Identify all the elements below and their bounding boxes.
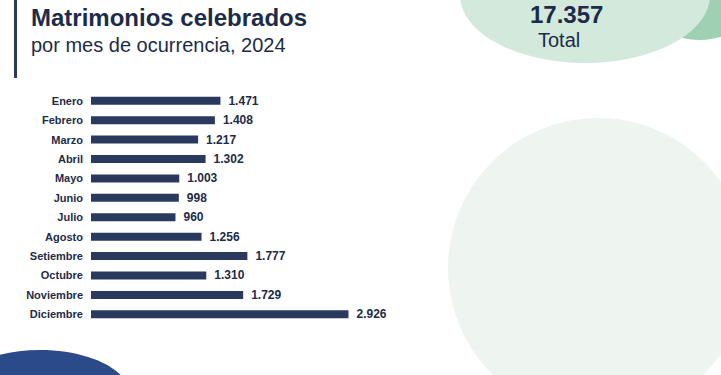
svg-text:17.357: 17.357 [530,1,603,28]
svg-text:Noviembre: Noviembre [26,289,83,301]
svg-text:1.310: 1.310 [214,268,244,282]
svg-text:1.408: 1.408 [223,113,253,127]
svg-text:Junio: Junio [54,192,84,204]
svg-text:998: 998 [187,191,207,205]
svg-text:1.729: 1.729 [251,288,281,302]
svg-text:1.217: 1.217 [206,133,236,147]
svg-text:por mes de ocurrencia, 2024: por mes de ocurrencia, 2024 [31,34,286,56]
svg-text:Enero: Enero [52,95,83,107]
svg-text:Diciembre: Diciembre [30,308,83,320]
svg-text:Octubre: Octubre [41,269,83,281]
svg-text:Agosto: Agosto [45,231,83,243]
svg-text:Julio: Julio [57,211,83,223]
svg-text:2.926: 2.926 [356,307,386,321]
svg-text:1.471: 1.471 [228,94,258,108]
svg-text:Matrimonios celebrados: Matrimonios celebrados [31,4,307,31]
svg-text:Setiembre: Setiembre [30,250,83,262]
svg-text:Febrero: Febrero [42,114,83,126]
svg-text:Marzo: Marzo [51,134,83,146]
svg-text:Total: Total [538,29,580,51]
svg-text:960: 960 [183,210,203,224]
svg-text:1.302: 1.302 [214,152,244,166]
svg-text:Mayo: Mayo [55,172,83,184]
svg-text:1.003: 1.003 [187,171,217,185]
svg-text:1.256: 1.256 [210,230,240,244]
svg-text:1.777: 1.777 [255,249,285,263]
svg-text:Abril: Abril [58,153,83,165]
